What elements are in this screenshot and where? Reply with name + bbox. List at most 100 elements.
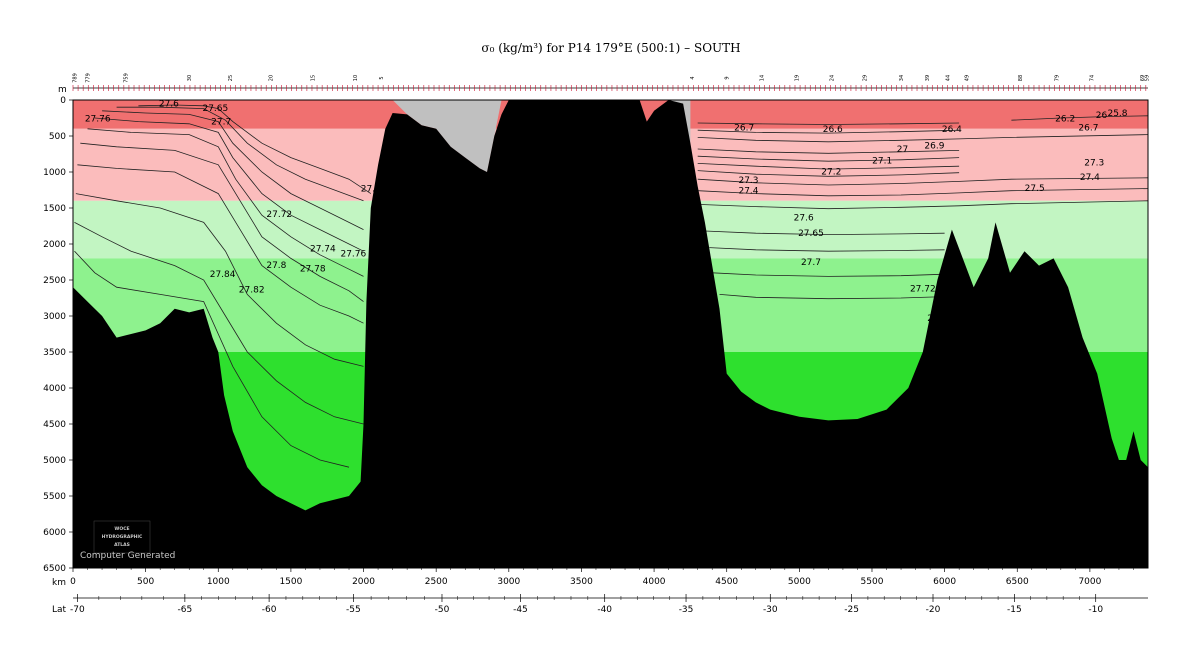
y-tick-label: 4000: [43, 384, 66, 394]
station-axis-top: 789 779 759 30 25 20 15 10 5 4 9 14 19 24 29 34 39 44 49 88…: [72, 73, 1151, 91]
lat-tick-label: -10: [1088, 605, 1103, 615]
station-number-label: 789: [72, 73, 78, 83]
y-tick-label: 4500: [43, 420, 66, 430]
contour-value-label: 26.7: [734, 123, 754, 133]
station-number-label: 29: [863, 75, 869, 81]
station-number-label: 69: [1140, 75, 1146, 81]
contour-value-label: 26.6: [823, 125, 843, 135]
contour-value-label: 27.82: [239, 285, 265, 295]
contour-line: [719, 294, 945, 300]
station-number-label: 30: [187, 75, 193, 81]
lat-tick-label: -30: [763, 605, 778, 615]
y-tick-label: 2500: [43, 276, 66, 286]
contour-line: [697, 129, 960, 134]
contour-line: [87, 128, 364, 277]
y-tick-label: 2000: [43, 240, 66, 250]
lat-tick-label: -50: [435, 605, 450, 615]
credit-text: Computer Generated: [80, 551, 175, 561]
contour-line: [697, 148, 960, 154]
contour-value-label: 27: [897, 145, 908, 155]
contour-line: [138, 104, 372, 194]
contour-value-label: 27.5: [1025, 184, 1045, 194]
contour-lines-layer: [74, 104, 1149, 468]
logo-line-1: WOCE: [114, 526, 129, 532]
contour-value-label: 25.8: [1107, 109, 1127, 119]
contour-value-label: 27.6: [794, 213, 814, 223]
x-tick-label: 5000: [788, 577, 811, 587]
contour-value-label: 27.3: [1084, 159, 1104, 169]
station-number-label: 15: [311, 75, 317, 81]
contour-value-label: 27.72: [266, 210, 292, 220]
latitude-axis: -70 -65 -60 -55 -50 -45 -40 -35 -30 -25 -20 -15 -10: [70, 594, 1148, 615]
data-gap-layer: [392, 100, 691, 172]
y-tick-label: 6000: [43, 528, 66, 538]
contour-value-label: 27.65: [202, 104, 228, 114]
distance-axis: 0 500 1000 1500 2000 2500 3000 3500 4000 4500 5000…: [70, 567, 1148, 587]
lat-tick-label: -45: [513, 605, 528, 615]
station-number-label: 79: [1054, 75, 1060, 81]
station-number-label: 24: [829, 75, 835, 81]
y-tick-label: 5000: [43, 456, 66, 466]
lat-tick-label: -60: [262, 605, 277, 615]
contour-value-label: 27.76: [340, 249, 366, 259]
contour-line: [1011, 115, 1149, 121]
contour-value-label: 27: [927, 314, 938, 324]
contour-value-label: 27.7: [211, 118, 231, 128]
logo-line-3: ATLAS: [114, 542, 130, 548]
station-number-label: 5: [379, 76, 385, 79]
contour-value-label: 27.4: [738, 187, 758, 197]
x-tick-label: 1000: [207, 577, 230, 587]
contour-value-label: 26.7: [1078, 123, 1098, 133]
lat-tick-label: -55: [346, 605, 361, 615]
contour-line: [75, 193, 364, 367]
contour-line: [697, 200, 1149, 210]
x-tick-label: 4500: [715, 577, 738, 587]
station-number-label: 779: [86, 73, 92, 83]
seafloor-layer: [73, 100, 1148, 568]
contour-value-label: 27.3: [738, 176, 758, 186]
contour-line: [116, 106, 364, 202]
x-tick-label: 7000: [1078, 577, 1101, 587]
contour-value-label: 26: [1096, 111, 1108, 121]
contour-value-label: 27.6: [159, 100, 179, 110]
contour-value-label: 27.4: [1080, 173, 1100, 183]
station-number-label: 49: [964, 75, 970, 81]
lat-tick-label: -40: [597, 605, 612, 615]
x-tick-label: 0: [70, 577, 76, 587]
x-tick-label: 6500: [1006, 577, 1029, 587]
data-gap-region: [668, 100, 691, 144]
station-number-label: 88: [1018, 75, 1024, 81]
contour-value-label: 27.65: [798, 229, 824, 239]
contour-value-label: 27.72: [910, 285, 936, 295]
contour-line: [94, 117, 364, 252]
y-tick-label: 500: [49, 132, 66, 142]
station-number-label: 10: [353, 75, 359, 81]
contour-line: [709, 247, 945, 252]
x-tick-label: 2500: [425, 577, 448, 587]
contour-line: [697, 177, 1149, 186]
station-number-label: 25: [228, 75, 234, 81]
station-number-label: 19: [794, 75, 800, 81]
atlas-logo: WOCE HYDROGRAPHIC ATLAS: [93, 520, 151, 554]
station-number-label: 9: [725, 76, 731, 79]
latitude-label: Lat: [52, 605, 67, 615]
contour-labels-layer: 27.6 27.65 27.76 27.7 27.72 27.74 27.76 27.8 27.…: [85, 100, 1128, 325]
contour-value-label: 27.76: [85, 115, 111, 125]
contour-value-label: 26.9: [924, 141, 944, 151]
lat-tick-label: -25: [844, 605, 859, 615]
contour-line: [80, 142, 364, 302]
logo-line-2: HYDROGRAPHIC: [102, 534, 143, 540]
x-tick-label: 1500: [279, 577, 302, 587]
plot-area: 27.6 27.65 27.76 27.7 27.72 27.74 27.76 27.8 27.…: [73, 100, 1149, 568]
y-tick-label: 1000: [43, 168, 66, 178]
x-tick-label: 2000: [352, 577, 375, 587]
contour-line: [697, 134, 1149, 143]
contour-value-label: 27.7: [801, 258, 821, 268]
x-unit-label: km: [52, 578, 66, 588]
contour-line: [712, 272, 945, 277]
station-number-label: 59: [1145, 75, 1151, 81]
lat-tick-label: -20: [926, 605, 941, 615]
station-number-label: 74: [1089, 75, 1095, 81]
x-tick-label: 4000: [643, 577, 666, 587]
x-tick-label: 6000: [933, 577, 956, 587]
